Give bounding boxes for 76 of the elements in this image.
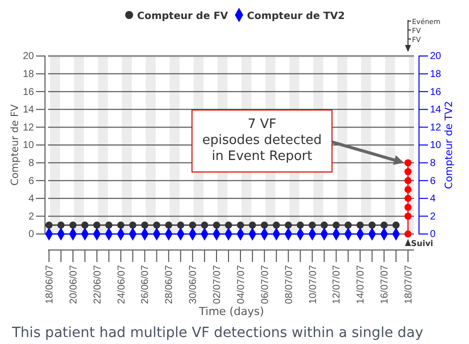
annotation: 7 VF episodes detected in Event Report xyxy=(202,117,322,164)
y2-tick-label: 0 xyxy=(430,229,436,240)
point xyxy=(93,222,100,229)
y2-tick-label: 4 xyxy=(430,194,436,205)
x-tick-label: 02/07/07 xyxy=(212,264,224,304)
y2-axis-title: Compteur de TV2 xyxy=(444,101,455,189)
y2-tick-label: 18 xyxy=(430,69,442,80)
point xyxy=(177,222,184,229)
point xyxy=(272,222,280,229)
point xyxy=(105,222,112,229)
y-tick-label: 6 xyxy=(28,176,34,187)
x-axis-title: Time (days) xyxy=(198,305,264,318)
legend-label: Compteur de FV xyxy=(137,11,228,22)
y2-tick-label: 14 xyxy=(430,104,442,116)
y2-tick-label: 20 xyxy=(430,51,442,62)
y-tick-label: 14 xyxy=(22,104,34,116)
x-tick-label: 16/07/07 xyxy=(380,264,391,304)
point xyxy=(368,222,376,229)
y2-tick-label: 8 xyxy=(430,158,436,169)
point xyxy=(236,222,244,229)
point xyxy=(284,222,292,229)
x-tick-label: 20/06/07 xyxy=(68,264,80,304)
y-tick-label: 4 xyxy=(28,194,34,205)
x-tick-label: 28/06/07 xyxy=(164,264,176,304)
x-tick-label: 30/06/07 xyxy=(188,264,200,304)
point xyxy=(45,222,53,229)
point xyxy=(392,222,400,229)
point xyxy=(212,222,220,229)
point xyxy=(224,222,232,229)
point xyxy=(260,222,268,229)
point xyxy=(165,222,172,229)
y-tick-label: 18 xyxy=(22,69,34,80)
x-tick-label: 08/07/07 xyxy=(284,264,295,304)
y-tick-label: 8 xyxy=(28,158,34,169)
point xyxy=(296,222,304,229)
x-tick-label: 06/07/07 xyxy=(260,264,271,304)
x-tick-label: 24/06/07 xyxy=(116,264,128,304)
point xyxy=(189,222,196,229)
point xyxy=(117,222,124,229)
point xyxy=(201,222,208,229)
y-axis-title: Compteur de FV xyxy=(10,104,21,186)
x-tick-label: 12/07/07 xyxy=(332,264,343,304)
point xyxy=(332,222,340,229)
x-tick-label: 04/07/07 xyxy=(236,264,247,304)
y2-tick-label: 12 xyxy=(430,122,442,134)
point xyxy=(380,222,388,229)
y2-tick-label: 2 xyxy=(430,211,436,222)
point xyxy=(308,222,316,229)
y-tick-label: 20 xyxy=(22,51,34,62)
point xyxy=(81,222,88,229)
y2-tick-label: 16 xyxy=(430,86,442,98)
text: Suivi xyxy=(411,239,434,248)
point xyxy=(129,222,136,229)
point xyxy=(141,222,148,229)
y2-tick-label: 6 xyxy=(430,176,436,187)
y-tick-label: 2 xyxy=(28,211,34,222)
y-tick-label: 0 xyxy=(28,229,34,240)
x-tick-label: 14/07/07 xyxy=(356,264,367,304)
point xyxy=(153,222,160,229)
x-tick-label: 18/06/07 xyxy=(44,264,56,304)
point xyxy=(57,222,65,229)
point xyxy=(344,222,352,229)
x-tick-label: 26/06/07 xyxy=(140,264,152,304)
y-tick-label: 12 xyxy=(22,122,34,134)
y-tick-label: 10 xyxy=(22,140,34,152)
x-tick-label: 22/06/07 xyxy=(92,264,104,304)
text: This patient had multiple VF detections within a single day xyxy=(11,325,424,341)
point xyxy=(248,222,256,229)
point xyxy=(356,222,364,229)
y-tick-label: 16 xyxy=(22,86,34,98)
point xyxy=(69,222,76,229)
y2-tick-label: 10 xyxy=(430,140,442,152)
x-tick-label: 18/07/07 xyxy=(404,264,414,304)
legend-label: Compteur de TV2 xyxy=(247,11,345,22)
point xyxy=(320,222,328,229)
x-tick-label: 10/07/07 xyxy=(308,264,319,304)
